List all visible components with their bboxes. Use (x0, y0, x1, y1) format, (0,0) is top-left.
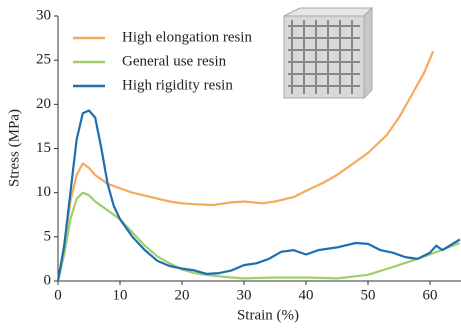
x-tick-label: 30 (237, 287, 252, 303)
x-tick-label: 40 (299, 287, 314, 303)
legend-label: High rigidity resin (122, 77, 233, 93)
y-tick-label: 20 (36, 96, 51, 112)
legend-label: High elongation resin (122, 29, 252, 45)
inset-lattice-image (284, 8, 372, 98)
y-tick-label: 5 (44, 228, 52, 244)
series-line (58, 111, 460, 282)
x-tick-label: 0 (54, 287, 62, 303)
x-axis-label: Strain (%) (237, 307, 299, 323)
x-tick-label: 20 (175, 287, 190, 303)
y-tick-label: 15 (36, 140, 51, 156)
legend-label: General use resin (122, 53, 227, 69)
y-axis-label: Stress (MPa) (6, 109, 22, 187)
y-tick-label: 10 (36, 184, 51, 200)
y-tick-label: 0 (44, 272, 52, 288)
series-line (58, 193, 460, 281)
x-tick-label: 50 (361, 287, 376, 303)
x-tick-label: 10 (113, 287, 128, 303)
y-tick-label: 30 (36, 7, 51, 23)
x-tick-label: 60 (423, 287, 438, 303)
chart: Strain (%) Stress (MPa) 0 5 10 15 20 25 30 0 10 2… (0, 0, 461, 328)
series-line (58, 51, 433, 281)
y-tick-label: 25 (36, 52, 51, 68)
